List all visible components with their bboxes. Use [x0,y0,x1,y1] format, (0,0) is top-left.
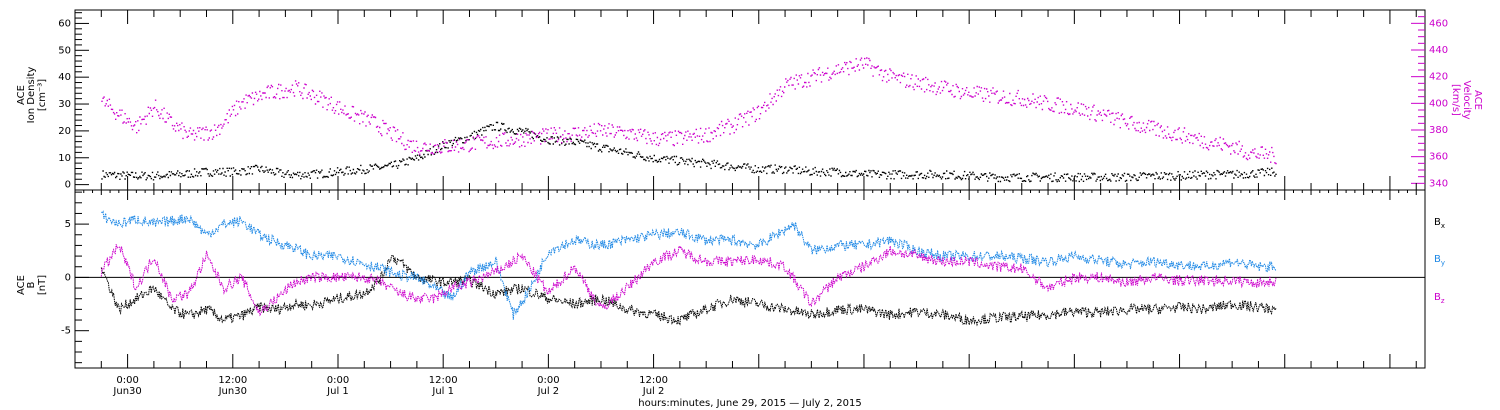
density-velocity-series [101,57,1277,183]
velocity-tick-label: 440 [1429,45,1448,56]
bz-series [100,244,1277,317]
density-tick-label: 50 [58,45,71,56]
bfield-tick-label: 5 [65,219,71,230]
density-ylabel-line2: Ion Density [26,67,37,124]
legend-bz: Bz [1434,292,1445,305]
velocity-tick-label: 360 [1429,152,1448,163]
legend-by-sub: y [1441,259,1445,267]
density-tick-label: 60 [58,18,71,29]
magnetic-field-panel: -5 0 5 ACE B [nT] Bx By Bz [16,189,1445,369]
by-series [101,210,1277,320]
bottom-panel-frame [74,189,1426,369]
legend-bx: Bx [1434,217,1445,230]
date-tick-label: Jul 2 [642,386,665,397]
date-tick-label: Jun30 [112,386,141,397]
bfield-ylabel-line3: [nT] [37,275,48,295]
legend-by-main: B [1434,254,1441,265]
density-series [101,121,1277,183]
date-tick-label: Jul 1 [326,386,349,397]
velocity-tick-label: 380 [1429,125,1448,136]
velocity-ylabel-line2: Velocity [1461,80,1472,119]
velocity-points [101,57,1277,165]
velocity-tick-label: 340 [1429,178,1448,189]
legend-bz-main: B [1434,292,1441,303]
velocity-ylabel-line3: [km/s] [1450,84,1461,116]
density-tick-label: 0 [65,180,71,191]
bx-series [100,254,1277,327]
density-ylabel-line3: [cm⁻³] [37,79,48,111]
velocity-tick-label: 460 [1429,18,1448,29]
time-tick-label: 0:00 [116,375,138,386]
velocity-ylabel-line1: ACE [1472,90,1483,110]
time-tick-label: 12:00 [218,375,247,386]
legend-bz-sub: z [1441,297,1445,305]
legend-bx-sub: x [1441,222,1445,230]
date-tick-label: Jul 2 [537,386,560,397]
density-tick-label: 30 [58,99,71,110]
bfield-tick-label: -5 [61,326,71,337]
density-points [101,121,1277,183]
density-tick-label: 10 [58,153,71,164]
time-tick-label: 12:00 [429,375,458,386]
time-axis-label: hours:minutes, June 29, 2015 — July 2, 2… [638,398,862,409]
density-tick-label: 20 [58,126,71,137]
date-tick-label: Jul 1 [431,386,454,397]
density-axis-ticks: 0 10 20 30 40 50 60 [58,12,89,191]
velocity-tick-label: 420 [1429,72,1448,83]
density-tick-label: 40 [58,72,71,83]
bfield-ylabel-line2: B [26,281,37,288]
legend-bx-main: B [1434,217,1441,228]
legend-by: By [1434,254,1445,267]
date-tick-label: Jun30 [218,386,247,397]
time-tick-label: 12:00 [639,375,668,386]
top-panel-frame [74,9,1426,191]
density-ylabel-line1: ACE [16,85,27,105]
bfield-series [100,210,1277,327]
bfield-tick-label: 0 [65,272,71,283]
velocity-series [101,57,1277,165]
velocity-axis-ticks: 340 360 380 400 420 440 460 [1411,16,1448,189]
time-tick-label: 0:00 [537,375,559,386]
velocity-tick-label: 400 [1429,98,1448,109]
bfield-ylabel-line1: ACE [16,275,27,295]
time-tick-label: 0:00 [327,375,349,386]
